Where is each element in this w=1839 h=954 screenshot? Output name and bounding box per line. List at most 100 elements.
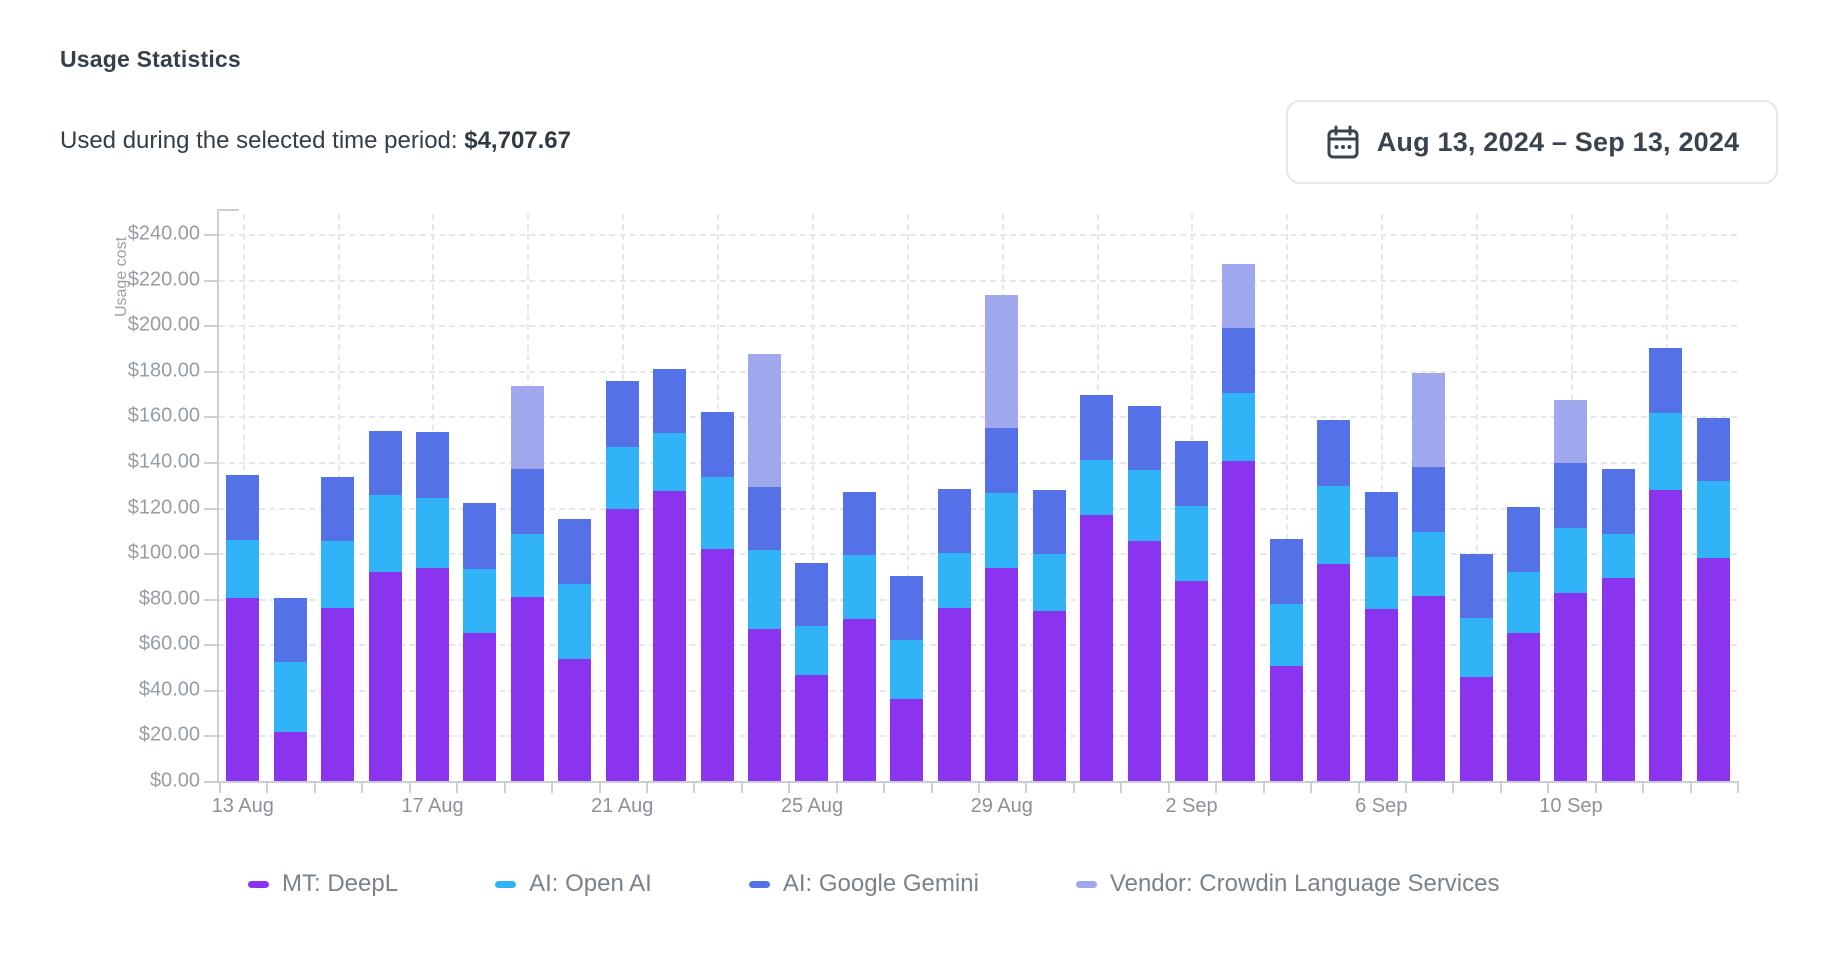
h-gridline [219,325,1737,328]
bar-segment [1317,564,1351,781]
legend-swatch-icon [748,880,770,888]
x-tick [1262,781,1265,793]
bar-segment [1554,462,1588,528]
y-axis-label: $220.00 [127,268,200,291]
h-gridline [219,234,1737,237]
stacked-bar-25-Aug[interactable] [795,562,829,781]
stacked-bar-26-Aug[interactable] [842,491,876,781]
bar-segment [510,386,544,469]
h-gridline [219,370,1737,373]
y-axis-cap [217,209,239,211]
v-gridline [906,214,909,781]
stacked-bar-1-Sep[interactable] [1127,406,1161,781]
period-total-value: $4,707.67 [464,127,572,154]
x-tick [1689,781,1692,793]
bar-segment [1507,507,1541,573]
bar-segment [1222,392,1256,462]
legend-item[interactable]: AI: Google Gemini [748,870,979,898]
stacked-bar-28-Aug[interactable] [937,488,971,781]
stacked-bar-6-Sep[interactable] [1364,491,1398,781]
y-axis-label: $240.00 [127,222,200,245]
bar-segment [1649,347,1683,413]
legend-item[interactable]: AI: Open AI [495,870,652,898]
bar-segment [510,597,544,781]
stacked-bar-30-Aug[interactable] [1032,489,1066,781]
legend-label: AI: Open AI [529,870,652,897]
x-tick [788,781,791,793]
v-gridline [811,214,814,781]
h-gridline [219,507,1737,510]
stacked-bar-18-Aug[interactable] [463,503,497,781]
bar-segment [985,493,1019,569]
stacked-bar-2-Sep[interactable] [1174,441,1208,781]
y-axis-line [217,209,219,781]
stacked-bar-14-Aug[interactable] [273,597,307,781]
stacked-bar-9-Sep[interactable] [1507,507,1541,781]
x-tick [645,781,648,793]
legend-item[interactable]: Vendor: Crowdin Language Services [1075,870,1499,898]
stacked-bar-20-Aug[interactable] [558,519,592,781]
bar-segment [700,548,734,781]
bar-segment [368,495,402,573]
bar-segment [890,698,924,781]
x-axis-label: 2 Sep [1165,795,1218,817]
bar-segment [558,658,592,781]
bar-segment [937,488,971,554]
bar-segment [748,550,782,629]
x-tick [456,781,459,793]
legend-label: AI: Google Gemini [782,870,979,897]
y-tick [204,279,217,282]
stacked-bar-11-Sep[interactable] [1601,468,1635,781]
stacked-bar-24-Aug[interactable] [748,354,782,781]
x-tick [1404,781,1407,793]
stacked-bar-12-Sep[interactable] [1649,347,1683,781]
bar-segment [321,476,355,542]
x-tick [1499,781,1502,793]
stacked-bar-13-Sep[interactable] [1696,418,1730,781]
x-axis-label: 6 Sep [1355,795,1408,817]
bar-segment [605,446,639,510]
x-tick [1452,781,1455,793]
stacked-bar-17-Aug[interactable] [415,432,449,781]
bar-segment [1127,470,1161,542]
x-axis-label: 25 Aug [780,795,844,817]
stacked-bar-22-Aug[interactable] [653,369,687,781]
x-tick [598,781,601,793]
x-tick [1215,781,1218,793]
stacked-bar-23-Aug[interactable] [700,412,734,781]
stacked-bar-3-Sep[interactable] [1222,263,1256,781]
bar-segment [1080,460,1114,516]
stacked-bar-7-Sep[interactable] [1412,372,1446,781]
date-range-picker[interactable]: Aug 13, 2024 – Sep 13, 2024 [1286,100,1778,184]
stacked-bar-27-Aug[interactable] [890,575,924,781]
stacked-bar-19-Aug[interactable] [510,386,544,781]
stacked-bar-5-Sep[interactable] [1317,420,1351,781]
stacked-bar-16-Aug[interactable] [368,430,402,781]
bar-segment [1554,399,1588,463]
bar-segment [1032,554,1066,611]
stacked-bar-13-Aug[interactable] [226,475,260,781]
stacked-bar-8-Sep[interactable] [1459,554,1493,781]
x-tick [1642,781,1645,793]
h-gridline [219,598,1737,601]
stacked-bar-10-Sep[interactable] [1554,399,1588,781]
legend-item[interactable]: MT: DeepL [248,870,398,898]
y-tick [204,553,217,556]
stacked-bar-31-Aug[interactable] [1080,394,1114,781]
bar-segment [605,381,639,447]
stacked-bar-21-Aug[interactable] [605,381,639,781]
bar-segment [1364,556,1398,610]
bar-segment [1269,539,1303,605]
bar-segment [1412,372,1446,467]
x-tick [835,781,838,793]
bar-segment [558,584,592,659]
stacked-bar-15-Aug[interactable] [321,476,355,781]
y-tick [204,735,217,738]
h-gridline [219,461,1737,464]
stacked-bar-4-Sep[interactable] [1269,539,1303,781]
x-tick [978,781,980,793]
stacked-bar-29-Aug[interactable] [985,295,1019,781]
y-tick [204,644,217,647]
bar-segment [1601,578,1635,781]
x-tick [883,781,886,793]
